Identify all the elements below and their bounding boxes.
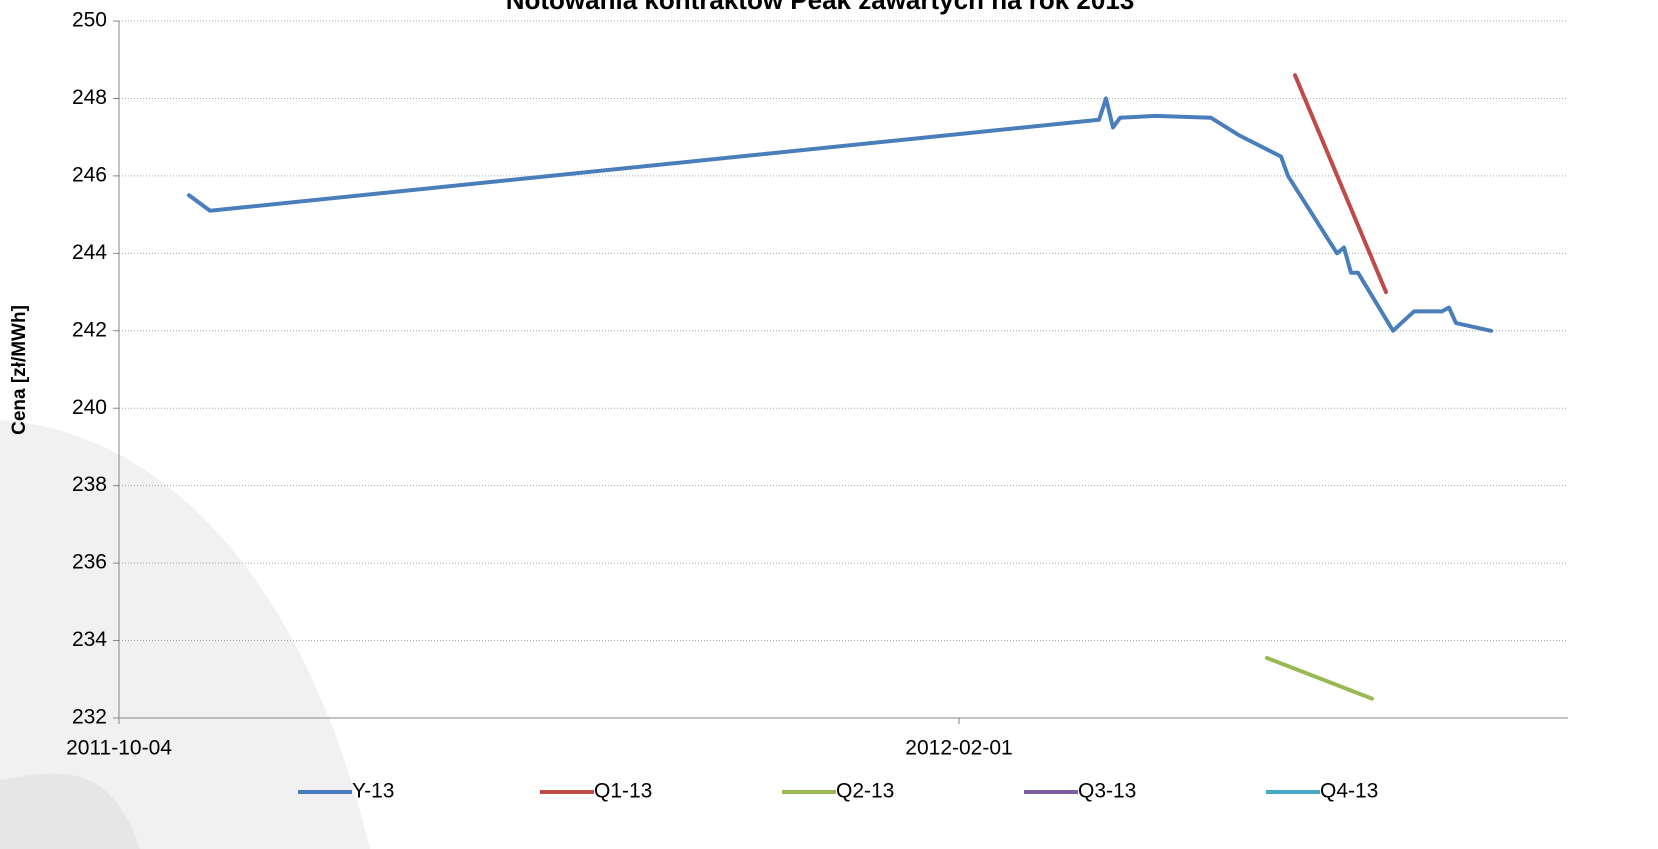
y-axis-label: Cena [zł/MWh] bbox=[9, 305, 30, 435]
y-tick-label: 246 bbox=[72, 163, 107, 186]
y-tick-label: 244 bbox=[72, 241, 107, 264]
legend-label: Y-13 bbox=[352, 780, 394, 803]
y-tick-label: 236 bbox=[72, 551, 107, 574]
y-tick-label: 240 bbox=[72, 396, 107, 419]
series-line bbox=[1293, 73, 1388, 295]
y-tick-label: 234 bbox=[72, 628, 107, 651]
y-tick-label: 242 bbox=[72, 318, 107, 341]
x-tick-label: 2011-10-04 bbox=[66, 737, 172, 760]
chart-title: Notowania kontraktów Peak zawartych na r… bbox=[506, 0, 1135, 15]
legend-label: Q2-13 bbox=[836, 780, 894, 803]
series-line bbox=[1265, 655, 1374, 701]
legend-label: Q1-13 bbox=[594, 780, 652, 803]
y-tick-label: 248 bbox=[72, 86, 107, 109]
background-swoosh bbox=[0, 773, 140, 849]
y-tick-label: 232 bbox=[72, 706, 107, 729]
series-line bbox=[187, 96, 1493, 333]
y-tick-label: 250 bbox=[72, 9, 107, 32]
x-tick-label: 2012-02-01 bbox=[905, 737, 1012, 760]
background-swoosh bbox=[0, 420, 370, 849]
y-tick-label: 238 bbox=[72, 473, 107, 496]
legend-label: Q3-13 bbox=[1078, 780, 1136, 803]
legend-label: Q4-13 bbox=[1320, 780, 1378, 803]
